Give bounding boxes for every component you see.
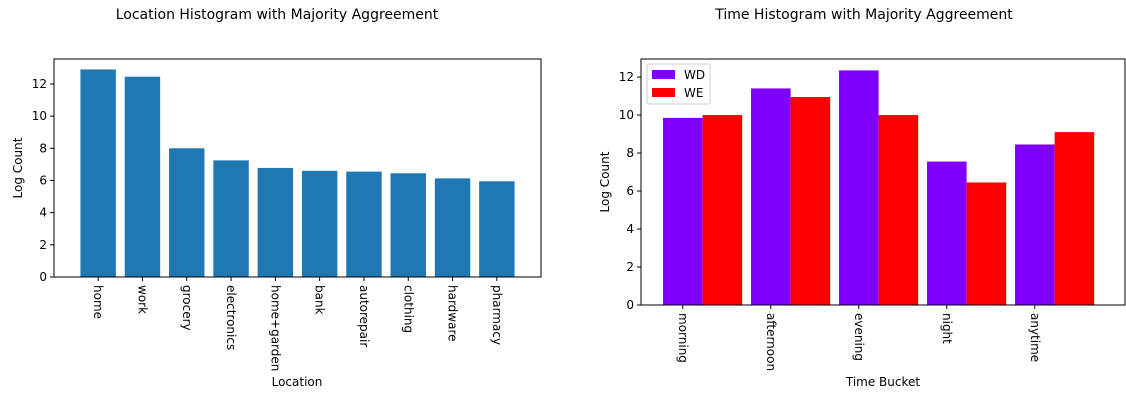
bar-we-afternoon (790, 96, 831, 305)
y-tick-label: 6 (39, 173, 47, 187)
bar-wd-night (927, 161, 967, 305)
time-y-axis: 0 2 4 6 8 10 12 (619, 70, 641, 312)
y-tick-label: 10 (32, 109, 47, 123)
bar-we-morning (702, 115, 743, 306)
x-tick-label-home-garden: home+garden (268, 285, 282, 371)
y-tick-label: 2 (39, 238, 47, 252)
y-tick-label: 4 (626, 222, 634, 236)
time-y-axis-label: Log Count (598, 151, 612, 212)
bar-we-evening (878, 115, 919, 306)
bar-hardware (434, 178, 471, 277)
legend-label-wd: WD (684, 68, 705, 82)
time-plot-frame (640, 58, 1126, 306)
bar-autorepair (346, 171, 382, 277)
bar-home-garden (257, 167, 294, 277)
y-tick-label: 8 (626, 146, 634, 160)
x-tick-label-autorepair: autorepair (357, 285, 371, 347)
bar-wd-anytime (1015, 144, 1055, 305)
x-tick-label-electronics: electronics (224, 285, 238, 350)
legend-label-we: WE (684, 86, 703, 100)
x-tick-label-anytime: anytime (1028, 313, 1042, 362)
y-tick-label: 0 (626, 298, 634, 312)
location-chart-title: Location Histogram with Majority Aggreem… (116, 7, 439, 23)
x-tick-label-night: night (940, 313, 954, 344)
location-plot-frame (53, 58, 542, 278)
bar-wd-afternoon (751, 88, 791, 305)
y-tick-label: 0 (39, 270, 47, 284)
x-tick-label-grocery: grocery (180, 285, 194, 331)
y-tick-label: 8 (39, 141, 47, 155)
bar-we-anytime (1054, 132, 1095, 305)
y-tick-label: 6 (626, 184, 634, 198)
time-chart-title: Time Histogram with Majority Aggreement (714, 7, 1013, 23)
x-tick-label-clothing: clothing (401, 285, 415, 333)
x-tick-label-afternoon: afternoon (764, 313, 778, 371)
location-y-axis-label: Log Count (11, 137, 25, 198)
legend-swatch-we (652, 88, 675, 97)
bar-electronics (213, 160, 249, 277)
x-tick-label-home: home (91, 285, 105, 319)
bar-wd-morning (663, 117, 703, 305)
time-bars (663, 70, 1095, 306)
bar-work (124, 76, 161, 277)
bar-clothing (390, 173, 426, 277)
x-tick-label-morning: morning (676, 313, 690, 363)
time-chart: Time Histogram with Majority Aggreement … (598, 7, 1126, 389)
bar-wd-evening (839, 70, 879, 306)
bar-bank (301, 170, 338, 277)
location-x-axis-label: Location (272, 375, 323, 389)
y-tick-label: 12 (619, 70, 634, 84)
bar-we-night (966, 182, 1007, 305)
location-bars (80, 69, 515, 277)
time-legend: WD WE (646, 63, 711, 105)
x-tick-label-bank: bank (313, 285, 327, 315)
time-x-axis: morning afternoon evening night anytime (676, 305, 1042, 371)
bar-pharmacy (479, 181, 515, 277)
x-tick-label-hardware: hardware (446, 285, 460, 342)
bar-grocery (169, 148, 205, 277)
legend-swatch-wd (652, 70, 675, 79)
x-tick-label-work: work (135, 285, 149, 314)
y-tick-label: 4 (39, 206, 47, 220)
x-tick-label-evening: evening (852, 313, 866, 361)
y-tick-label: 2 (626, 260, 634, 274)
location-chart: Location Histogram with Majority Aggreem… (11, 7, 542, 389)
y-tick-label: 10 (619, 108, 634, 122)
location-x-axis: home work grocery electronics home+garden ban… (91, 277, 504, 371)
y-tick-label: 12 (32, 77, 47, 91)
x-tick-label-pharmacy: pharmacy (490, 285, 504, 345)
location-y-axis: 0 2 4 6 8 10 12 (32, 77, 54, 284)
bar-home (80, 69, 116, 277)
time-x-axis-label: Time Bucket (845, 375, 921, 389)
